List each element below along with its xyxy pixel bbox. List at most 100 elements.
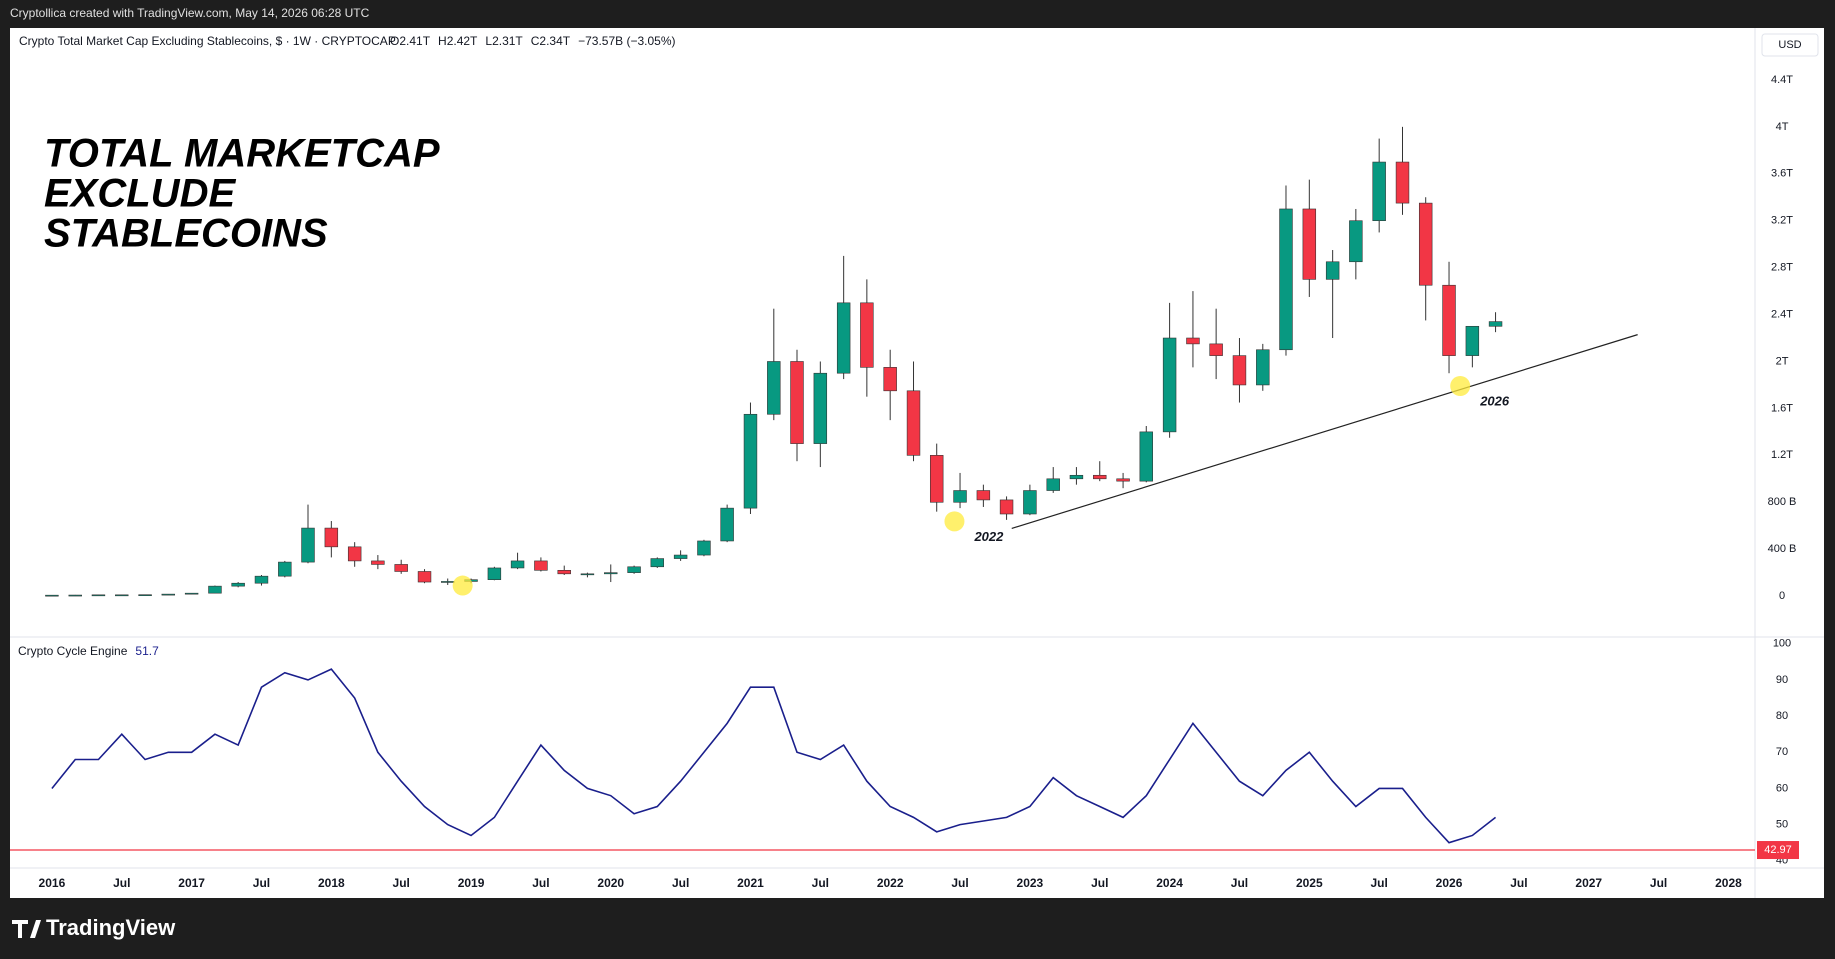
currency: USD: [1778, 39, 1801, 51]
candle-body: [1325, 261, 1340, 280]
annotation: TOTAL MARKETCAP: [44, 132, 440, 176]
hline-label-box: [1757, 841, 1799, 860]
y-tick-label: 0: [1779, 590, 1785, 602]
candle-body: [953, 490, 967, 503]
y-tick-label: 70: [1776, 746, 1788, 758]
candle-body: [1279, 208, 1293, 351]
x-tick-label: Jul: [532, 876, 549, 890]
candle-body: [836, 302, 851, 374]
x-tick-label: Jul: [113, 876, 130, 890]
y-tick-label: 4T: [1776, 121, 1789, 133]
candle-body: [860, 302, 874, 368]
candle-body: [394, 564, 408, 572]
brand-logo: [12, 920, 41, 938]
candle-body: [1209, 343, 1223, 356]
x-tick-label: 2028: [1715, 876, 1742, 890]
logo-icon: [12, 920, 41, 938]
candle-body: [301, 527, 315, 563]
x-tick-label: Jul: [393, 876, 410, 890]
x-tick-label: Jul: [672, 876, 689, 890]
y-tick-label: 1.6T: [1771, 402, 1793, 414]
x-tick-label: 2016: [39, 876, 66, 890]
candle-body: [999, 499, 1014, 515]
chart-area: [10, 28, 1824, 898]
x-tick-label: 2024: [1156, 876, 1183, 890]
candle-body: [534, 560, 548, 571]
y-tick-label: 2T: [1776, 355, 1789, 367]
symbol-label: Crypto Total Market Cap Excluding Stable…: [19, 34, 396, 48]
candle-body: [906, 390, 921, 456]
candle-body: [1186, 337, 1200, 345]
candle-body: [976, 490, 991, 501]
candle-body: [161, 593, 176, 596]
x-tick-label: 2021: [737, 876, 764, 890]
x-tick-label: 2019: [458, 876, 485, 890]
currency-box[interactable]: [1761, 33, 1819, 57]
x-tick-label: Jul: [1650, 876, 1667, 890]
candle-body: [580, 573, 595, 576]
candle-body: [1442, 284, 1456, 356]
candle-body: [1256, 349, 1270, 386]
x-tick-label: 2023: [1017, 876, 1044, 890]
candle-body: [68, 594, 82, 597]
ohlc-value: C2.34T: [531, 34, 571, 48]
candle-body: [1488, 321, 1503, 327]
y-tick-label: 1.2T: [1771, 449, 1793, 461]
x-tick-label: Jul: [1091, 876, 1108, 890]
candle-body: [1046, 478, 1060, 491]
x-tick-label: Jul: [1371, 876, 1388, 890]
candle-body: [231, 582, 245, 587]
brand: TradingView: [46, 915, 176, 940]
marker-circle: [944, 511, 965, 532]
trendline: [1011, 334, 1638, 529]
candle-body: [347, 546, 362, 562]
x-tick-label: Jul: [812, 876, 829, 890]
candle-body: [371, 560, 385, 565]
candle-body: [697, 540, 711, 556]
candle-body: [91, 594, 106, 597]
annotation: EXCLUDE: [44, 172, 236, 216]
x-tick-label: 2022: [877, 876, 904, 890]
y-tick-label: 2.4T: [1771, 308, 1793, 320]
y-tick-label: 60: [1776, 782, 1788, 794]
candle-body: [929, 455, 944, 503]
ohlc-value: H2.42T: [438, 34, 478, 48]
candle-body: [487, 567, 502, 580]
y-tick-label: 2.8T: [1771, 262, 1793, 274]
ohlc-value: O2.41T: [390, 34, 431, 48]
candle-body: [1302, 208, 1317, 280]
candle-body: [650, 558, 665, 568]
x-tick-label: 2027: [1575, 876, 1602, 890]
candle-body: [1372, 161, 1386, 222]
candle-body: [813, 372, 828, 444]
candle-body: [208, 585, 222, 594]
ohlc-value: L2.31T: [485, 34, 523, 48]
candle-body: [324, 527, 339, 548]
marker-circle: [1450, 376, 1471, 397]
pane-title: Crypto Cycle Engine: [18, 644, 128, 658]
pane-value: 51.7: [135, 644, 159, 658]
y-tick-label: 90: [1776, 674, 1788, 686]
candle-body: [1139, 431, 1153, 482]
y-tick-label: 800 B: [1768, 496, 1797, 508]
y-tick-label: 50: [1776, 819, 1788, 831]
marker-circle: [452, 575, 473, 596]
candle-body: [1023, 490, 1037, 515]
candle-body: [441, 581, 455, 583]
y-tick-label: 3.6T: [1771, 168, 1793, 180]
x-tick-label: 2025: [1296, 876, 1323, 890]
candle-body: [1116, 478, 1130, 482]
candle-body: [138, 594, 152, 597]
candle-body: [604, 572, 618, 575]
candle-body: [790, 361, 804, 444]
candle-body: [627, 566, 641, 573]
candle-body: [1232, 355, 1247, 386]
x-tick-label: Jul: [253, 876, 270, 890]
y-tick-label: 4.4T: [1771, 74, 1793, 86]
y-tick-label: 400 B: [1768, 543, 1797, 555]
candle-body: [1395, 161, 1410, 204]
candle-body: [883, 367, 897, 392]
ohlc-value: −73.57B (−3.05%): [578, 34, 675, 48]
candle-body: [557, 570, 571, 575]
